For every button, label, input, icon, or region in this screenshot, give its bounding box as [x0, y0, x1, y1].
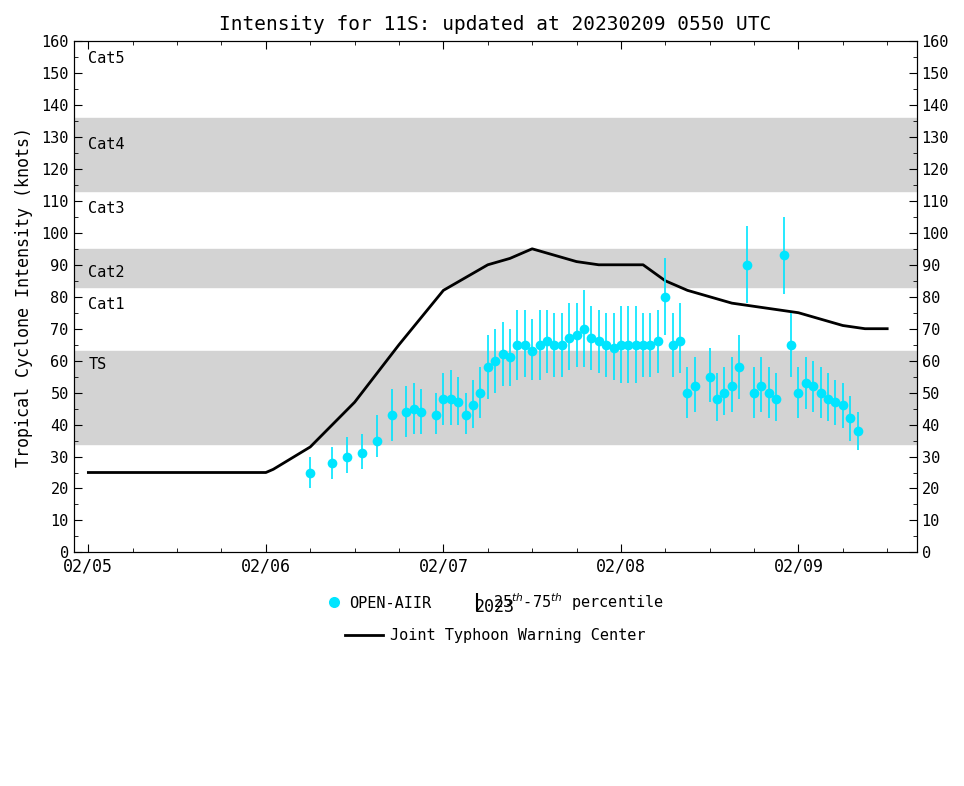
Text: Cat4: Cat4: [89, 137, 125, 152]
Text: TS: TS: [89, 358, 107, 373]
Bar: [73, 118, 917, 191]
Bar: [73, 41, 917, 115]
Y-axis label: Tropical Cyclone Intensity (knots): Tropical Cyclone Intensity (knots): [15, 127, 33, 467]
Text: Cat1: Cat1: [89, 297, 125, 312]
Bar: [73, 249, 917, 287]
Text: Cat5: Cat5: [89, 51, 125, 66]
Text: Cat3: Cat3: [89, 201, 125, 216]
Text: 2023: 2023: [475, 598, 515, 616]
Text: Cat2: Cat2: [89, 265, 125, 280]
Legend: Joint Typhoon Warning Center: Joint Typhoon Warning Center: [338, 623, 652, 649]
Bar: [73, 290, 917, 348]
Bar: [73, 194, 917, 245]
Title: Intensity for 11S: updated at 20230209 0550 UTC: Intensity for 11S: updated at 20230209 0…: [219, 15, 771, 34]
Bar: [73, 351, 917, 444]
